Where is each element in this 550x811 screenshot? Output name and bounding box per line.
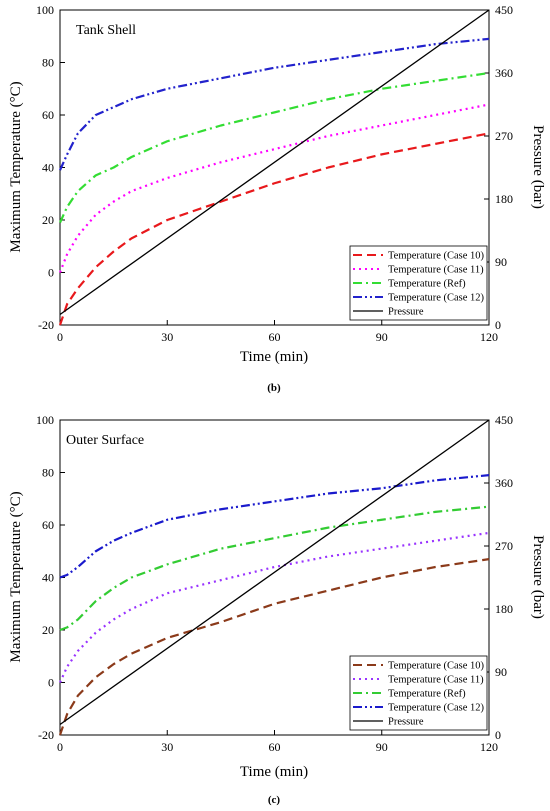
panel-caption: (b) <box>267 382 281 394</box>
y-tick-label: 20 <box>42 213 54 227</box>
y2-tick-label: 360 <box>495 476 513 490</box>
legend-label: Temperature (Case 10) <box>388 661 485 672</box>
y-tick-label: 40 <box>42 161 54 175</box>
x-tick-label: 0 <box>57 330 63 344</box>
x-axis-label: Time (min) <box>240 349 308 365</box>
legend-label: Temperature (Ref) <box>388 689 466 700</box>
series-line-3 <box>58 37 490 171</box>
y-tick-label: 100 <box>36 413 54 427</box>
y2-tick-label: 0 <box>495 318 501 332</box>
series-line-4 <box>59 419 490 726</box>
legend-label: Temperature (Case 11) <box>388 265 484 276</box>
y-axis-label: Maximum Temperature (°C) <box>8 81 24 252</box>
series-line-4 <box>59 9 490 316</box>
panel-caption: (c) <box>268 794 281 806</box>
series-line-1 <box>58 531 490 683</box>
y2-tick-label: 270 <box>495 129 513 143</box>
x-tick-label: 60 <box>269 330 281 344</box>
x-tick-label: 60 <box>269 740 281 754</box>
series-line-2 <box>58 71 490 224</box>
chart-panel-b: Tank Shell Time (min) Maximum Temperatur… <box>8 3 546 394</box>
x-tick-label: 90 <box>376 330 388 344</box>
x-tick-label: 120 <box>480 740 498 754</box>
legend-label: Temperature (Case 11) <box>388 675 484 686</box>
series-lines <box>58 419 490 736</box>
x-tick-label: 90 <box>376 740 388 754</box>
chart-title: Outer Surface <box>66 433 144 448</box>
y-tick-label: 80 <box>42 466 54 480</box>
series-line-0 <box>58 132 490 326</box>
y2-tick-label: 360 <box>495 66 513 80</box>
legend-label: Temperature (Ref) <box>388 279 466 290</box>
x-tick-label: 0 <box>57 740 63 754</box>
y-tick-label: 60 <box>42 518 54 532</box>
x-tick-label: 30 <box>161 740 173 754</box>
y-tick-label: 40 <box>42 571 54 585</box>
chart-title: Tank Shell <box>76 23 136 38</box>
series-line-3 <box>59 474 490 579</box>
y-tick-label: 0 <box>48 676 54 690</box>
legend-label: Pressure <box>388 717 424 728</box>
y2-tick-label: 270 <box>495 539 513 553</box>
x-tick-label: 30 <box>161 330 173 344</box>
y2-tick-label: 0 <box>495 728 501 742</box>
y-tick-label: 20 <box>42 623 54 637</box>
series-lines <box>58 9 490 326</box>
chart-panel-c: Outer Surface Time (min) Maximum Tempera… <box>8 413 546 806</box>
y2-tick-label: 450 <box>495 413 513 427</box>
x-tick-label: 120 <box>480 330 498 344</box>
y2-tick-label: 180 <box>495 602 513 616</box>
y-tick-label: -20 <box>38 728 54 742</box>
legend-label: Temperature (Case 12) <box>388 293 485 304</box>
legend-label: Temperature (Case 12) <box>388 703 485 714</box>
y-tick-label: 60 <box>42 108 54 122</box>
y-axis-label: Maximum Temperature (°C) <box>8 491 24 662</box>
x-axis-label: Time (min) <box>240 764 308 780</box>
legend-label: Temperature (Case 10) <box>388 251 485 262</box>
series-line-0 <box>58 558 490 736</box>
legend-label: Pressure <box>388 307 424 318</box>
y-tick-label: 80 <box>42 56 54 70</box>
legend: Temperature (Case 10) Temperature (Case 1… <box>349 655 488 731</box>
y2-tick-label: 90 <box>495 665 507 679</box>
y-tick-label: 100 <box>36 3 54 17</box>
y2-tick-label: 180 <box>495 192 513 206</box>
y2-tick-label: 450 <box>495 3 513 17</box>
y-tick-label: 0 <box>48 266 54 280</box>
y-tick-label: -20 <box>38 318 54 332</box>
y2-tick-label: 90 <box>495 255 507 269</box>
y2-axis-label: Pressure (bar) <box>530 535 546 619</box>
y2-axis-label: Pressure (bar) <box>530 125 546 209</box>
legend: Temperature (Case 10) Temperature (Case 1… <box>349 245 488 321</box>
series-line-2 <box>59 505 490 632</box>
